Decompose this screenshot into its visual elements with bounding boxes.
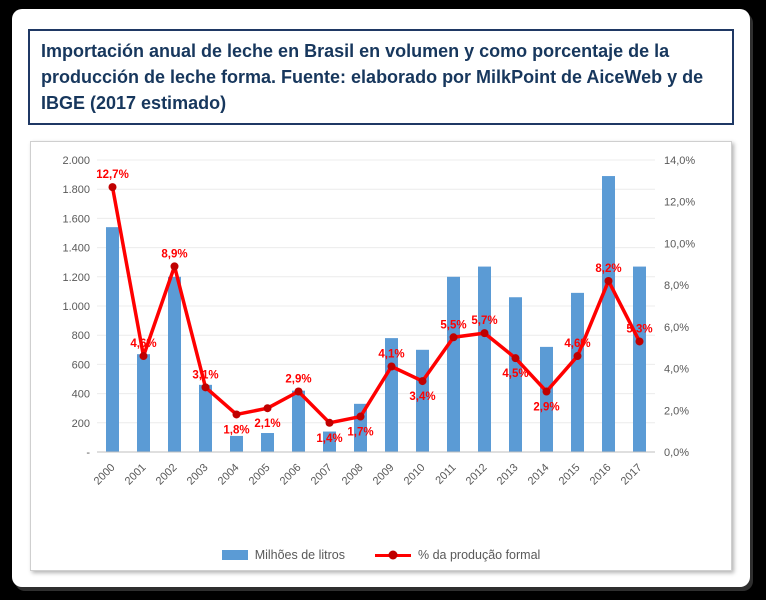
svg-text:0,0%: 0,0%	[664, 447, 689, 459]
svg-text:2001: 2001	[123, 462, 149, 488]
svg-text:2017: 2017	[619, 462, 645, 488]
svg-text:2009: 2009	[371, 462, 397, 488]
svg-text:1.800: 1.800	[62, 184, 90, 196]
svg-text:5,5%: 5,5%	[440, 319, 466, 331]
chart-legend: Milhões de litros % da produção formal	[31, 548, 731, 562]
svg-text:2012: 2012	[464, 462, 490, 488]
svg-text:5,7%: 5,7%	[471, 315, 497, 327]
svg-text:600: 600	[72, 359, 90, 371]
line-swatch-icon	[375, 550, 412, 560]
legend-item-bars: Milhões de litros	[221, 548, 346, 562]
svg-text:14,0%: 14,0%	[664, 155, 695, 167]
svg-text:8,2%: 8,2%	[595, 263, 621, 275]
svg-text:2010: 2010	[402, 462, 428, 488]
svg-text:1.400: 1.400	[62, 243, 90, 255]
svg-text:2005: 2005	[247, 462, 273, 488]
svg-text:10,0%: 10,0%	[664, 238, 695, 250]
svg-text:1.600: 1.600	[62, 213, 90, 225]
legend-label-bars: Milhões de litros	[254, 548, 346, 562]
svg-text:1.200: 1.200	[62, 272, 90, 284]
chart-container: - 200 400 600 800 1.000 1.200 1.400 1.600 1.800 2.…	[30, 141, 732, 571]
chart-title: Importación anual de leche en Brasil en …	[41, 41, 704, 114]
svg-text:4,6%: 4,6%	[130, 338, 156, 350]
svg-text:3,1%: 3,1%	[192, 369, 218, 381]
title-box: Importación anual de leche en Brasil en …	[28, 29, 734, 126]
combo-chart: - 200 400 600 800 1.000 1.200 1.400 1.600 1.800 2.…	[62, 155, 695, 488]
svg-text:2,9%: 2,9%	[533, 402, 559, 414]
svg-text:5,3%: 5,3%	[626, 323, 652, 335]
svg-text:8,9%: 8,9%	[161, 248, 187, 260]
svg-text:2008: 2008	[340, 462, 366, 488]
svg-text:6,0%: 6,0%	[664, 322, 689, 334]
line-marker-icon	[388, 550, 398, 560]
svg-text:2011: 2011	[433, 462, 458, 487]
svg-text:3,4%: 3,4%	[409, 391, 435, 403]
svg-text:2002: 2002	[154, 462, 180, 488]
svg-text:1,8%: 1,8%	[223, 424, 249, 436]
svg-text:2003: 2003	[185, 462, 211, 488]
legend-label-line: % da produção formal	[418, 548, 541, 562]
svg-text:1,4%: 1,4%	[316, 433, 342, 445]
svg-text:2006: 2006	[278, 462, 304, 488]
svg-text:1,7%: 1,7%	[347, 427, 373, 439]
svg-text:2.000: 2.000	[62, 155, 90, 167]
bar-swatch-icon	[221, 550, 248, 560]
svg-text:2,0%: 2,0%	[664, 405, 689, 417]
svg-text:2,9%: 2,9%	[285, 374, 311, 386]
content-panel: Importación anual de leche en Brasil en …	[12, 9, 750, 587]
svg-text:2007: 2007	[309, 462, 335, 488]
svg-text:2013: 2013	[495, 462, 521, 488]
svg-text:200: 200	[72, 418, 90, 430]
svg-text:2016: 2016	[588, 462, 614, 488]
svg-text:4,0%: 4,0%	[664, 364, 689, 376]
svg-text:2,1%: 2,1%	[254, 418, 280, 430]
svg-text:400: 400	[72, 389, 90, 401]
svg-text:12,7%: 12,7%	[96, 169, 129, 181]
svg-text:800: 800	[72, 330, 90, 342]
legend-item-line: % da produção formal	[375, 548, 540, 562]
svg-text:2014: 2014	[526, 462, 552, 488]
svg-text:-: -	[86, 447, 90, 459]
svg-text:1.000: 1.000	[62, 301, 90, 313]
svg-text:2015: 2015	[557, 462, 583, 488]
svg-text:4,5%: 4,5%	[502, 368, 528, 380]
svg-text:4,1%: 4,1%	[378, 348, 404, 360]
svg-text:4,6%: 4,6%	[564, 338, 590, 350]
svg-text:2004: 2004	[216, 462, 242, 488]
svg-text:2000: 2000	[92, 462, 118, 488]
svg-text:12,0%: 12,0%	[664, 197, 695, 209]
svg-text:8,0%: 8,0%	[664, 280, 689, 292]
